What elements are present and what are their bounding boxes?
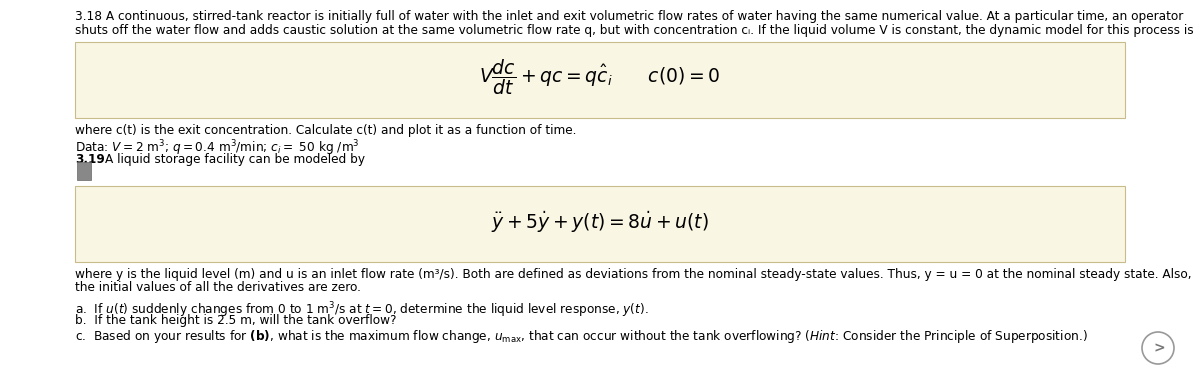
Text: shuts off the water flow and adds caustic solution at the same volumetric flow r: shuts off the water flow and adds causti… (74, 24, 1194, 37)
Text: $\ddot{y} + 5\dot{y} + y(t) = 8\dot{u} + u(t)$: $\ddot{y} + 5\dot{y} + y(t) = 8\dot{u} +… (491, 209, 709, 235)
Text: 3.19: 3.19 (74, 153, 104, 166)
Text: $V\dfrac{dc}{dt} + qc = q\hat{c}_i \qquad c(0) = 0$: $V\dfrac{dc}{dt} + qc = q\hat{c}_i \qqua… (479, 57, 721, 97)
Bar (74, 42, 1126, 118)
Text: the initial values of all the derivatives are zero.: the initial values of all the derivative… (74, 281, 361, 294)
Circle shape (1142, 332, 1174, 364)
Text: Data: $V = 2\ \mathrm{m}^3$; $q = 0.4\ \mathrm{m}^3/\mathrm{min}$; $c_i =\ $$50\: Data: $V = 2\ \mathrm{m}^3$; $q = 0.4\ \… (74, 138, 360, 158)
Text: where c(t) is the exit concentration. Calculate c(t) and plot it as a function o: where c(t) is the exit concentration. Ca… (74, 124, 576, 137)
Bar (74, 186, 1126, 262)
Text: >: > (1153, 341, 1165, 355)
Text: b.  If the tank height is 2.5 m, will the tank overflow?: b. If the tank height is 2.5 m, will the… (74, 314, 396, 327)
Text: a.  If $u(t)$ suddenly changes from 0 to 1 m$^3$/s at $t = 0$, determine the liq: a. If $u(t)$ suddenly changes from 0 to … (74, 300, 649, 320)
Text: where y is the liquid level (m) and u is an inlet flow rate (m³/s). Both are def: where y is the liquid level (m) and u is… (74, 268, 1192, 281)
Bar (77, 162, 91, 180)
Text: c.  Based on your results for $\mathbf{(b)}$, what is the maximum flow change, $: c. Based on your results for $\mathbf{(b… (74, 328, 1087, 345)
Text: A liquid storage facility can be modeled by: A liquid storage facility can be modeled… (106, 153, 365, 166)
Text: 3.18 A continuous, stirred-tank reactor is initially full of water with the inle: 3.18 A continuous, stirred-tank reactor … (74, 10, 1183, 23)
